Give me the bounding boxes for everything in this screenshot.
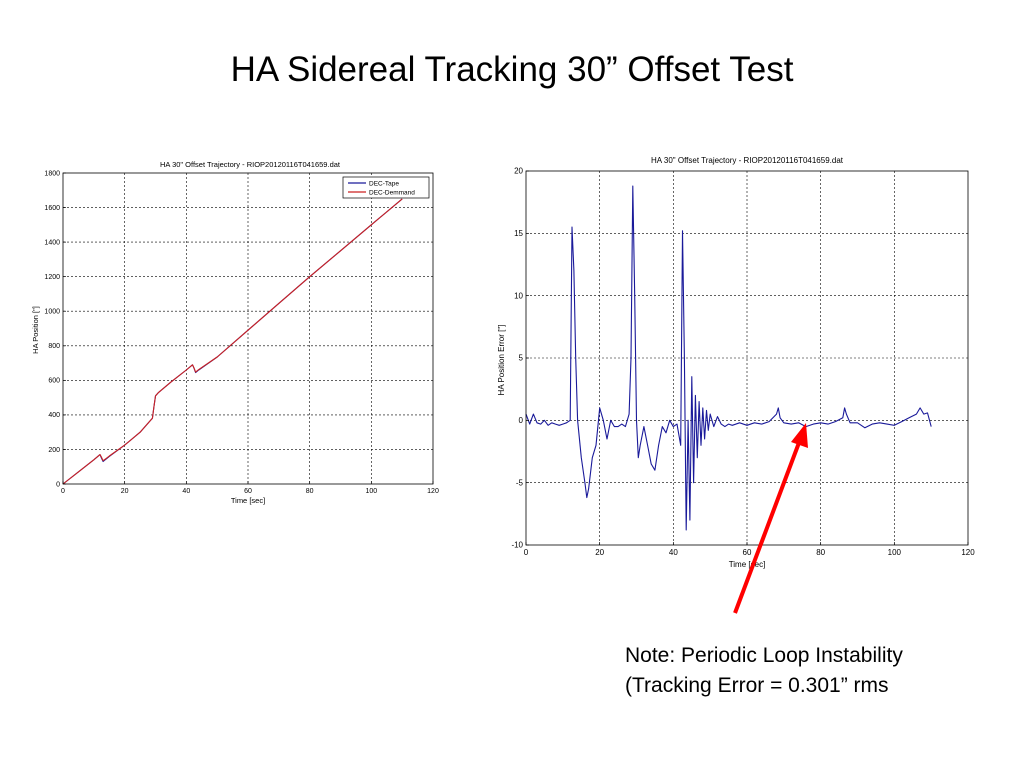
legend: DEC-Tape DEC-Demmand (342, 176, 430, 199)
y-axis-label: HA Position ["] (31, 306, 40, 354)
y-tick-label: -5 (516, 478, 524, 487)
y-tick-label: 0 (519, 416, 524, 425)
x-tick-label: 60 (244, 488, 252, 495)
x-tick-label: 40 (669, 548, 678, 557)
y-tick-label: 800 (48, 343, 60, 350)
y-tick-label: 20 (514, 167, 523, 176)
legend-entry-dec-tape: DEC-Tape (369, 181, 399, 188)
x-tick-label: 120 (961, 548, 975, 557)
y-tick-label: 15 (514, 229, 523, 238)
x-tick-label: 120 (427, 488, 439, 495)
y-tick-label: 1400 (44, 239, 60, 246)
x-tick-label: 100 (888, 548, 902, 557)
y-tick-label: 400 (48, 412, 60, 419)
x-tick-label: 20 (121, 488, 129, 495)
x-tick-label: 20 (595, 548, 604, 557)
x-tick-label: 100 (365, 488, 377, 495)
slide-title: HA Sidereal Tracking 30” Offset Test (230, 50, 794, 89)
chart-title: HA 30" Offset Trajectory - RIOP20120116T… (651, 156, 844, 165)
x-tick-label: 80 (816, 548, 825, 557)
x-axis-label: Time [sec] (729, 560, 766, 569)
y-tick-label: 1000 (44, 309, 60, 316)
series-line-1 (525, 185, 932, 531)
legend-entry-dec-demmand: DEC-Demmand (369, 190, 415, 197)
x-tick-label: 60 (743, 548, 752, 557)
x-tick-label: 0 (524, 548, 529, 557)
y-tick-label: 0 (56, 481, 60, 488)
y-tick-label: -10 (511, 541, 523, 550)
y-tick-label: 5 (519, 354, 524, 363)
x-tick-label: 40 (182, 488, 190, 495)
y-tick-label: 1600 (44, 205, 60, 212)
note-line-1: Note: Periodic Loop Instability (625, 644, 903, 667)
chart-title: HA 30" Offset Trajectory - RIOP20120116T… (160, 160, 341, 169)
note-line-2: (Tracking Error = 0.301” rms (625, 674, 889, 697)
x-tick-label: 80 (306, 488, 314, 495)
series-line-2 (62, 198, 403, 485)
x-axis-label: Time [sec] (231, 496, 265, 505)
annotation-note: Note: Periodic Loop Instability (Trackin… (625, 641, 903, 701)
y-tick-label: 600 (48, 378, 60, 385)
position-error-chart: HA 30" Offset Trajectory - RIOP20120116T… (497, 156, 975, 569)
position-chart: HA 30" Offset Trajectory - RIOP20120116T… (31, 160, 439, 505)
y-tick-label: 10 (514, 291, 523, 300)
y-tick-label: 1200 (44, 274, 60, 281)
y-axis-label: HA Position Error ["] (497, 325, 506, 396)
y-tick-label: 200 (48, 447, 60, 454)
y-tick-label: 1800 (44, 170, 60, 177)
x-tick-label: 0 (61, 488, 65, 495)
